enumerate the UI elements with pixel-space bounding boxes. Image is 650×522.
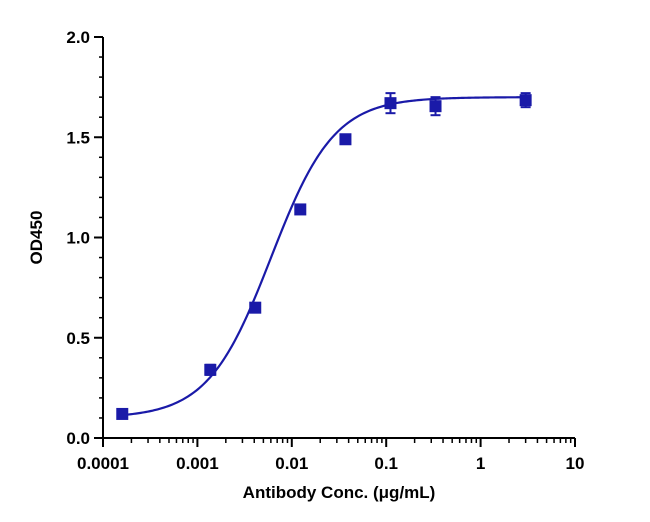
data-point-marker (339, 133, 352, 146)
data-point-marker (249, 301, 262, 314)
y-tick-label: 0.0 (66, 429, 90, 448)
y-axis: 0.0 0.5 1.0 1.5 2.0 (66, 28, 104, 448)
data-point-marker (429, 100, 442, 113)
data-point-marker (294, 203, 307, 216)
data-point-marker (519, 94, 532, 107)
x-tick-label: 1 (476, 454, 485, 473)
data-points (116, 92, 532, 420)
y-tick-label: 1.5 (66, 128, 90, 147)
x-tick-label: 0.01 (275, 454, 308, 473)
x-tick-label: 0.001 (176, 454, 219, 473)
y-axis-title: OD450 (27, 211, 46, 265)
fit-curve (122, 96, 526, 417)
x-tick-label: 10 (566, 454, 585, 473)
data-point-marker (384, 97, 397, 110)
y-tick-label: 0.5 (66, 329, 90, 348)
y-tick-label: 2.0 (66, 28, 90, 47)
x-axis-title: Antibody Conc. (μg/mL) (243, 483, 436, 502)
x-tick-label: 0.1 (374, 454, 398, 473)
data-point-marker (116, 407, 129, 420)
y-tick-label: 1.0 (66, 229, 90, 248)
data-point-marker (204, 363, 217, 376)
x-tick-label: 0.0001 (77, 454, 129, 473)
fit-curve-group (122, 96, 526, 417)
x-axis: 0.0001 0.001 0.01 0.1 1 10 (77, 437, 585, 473)
